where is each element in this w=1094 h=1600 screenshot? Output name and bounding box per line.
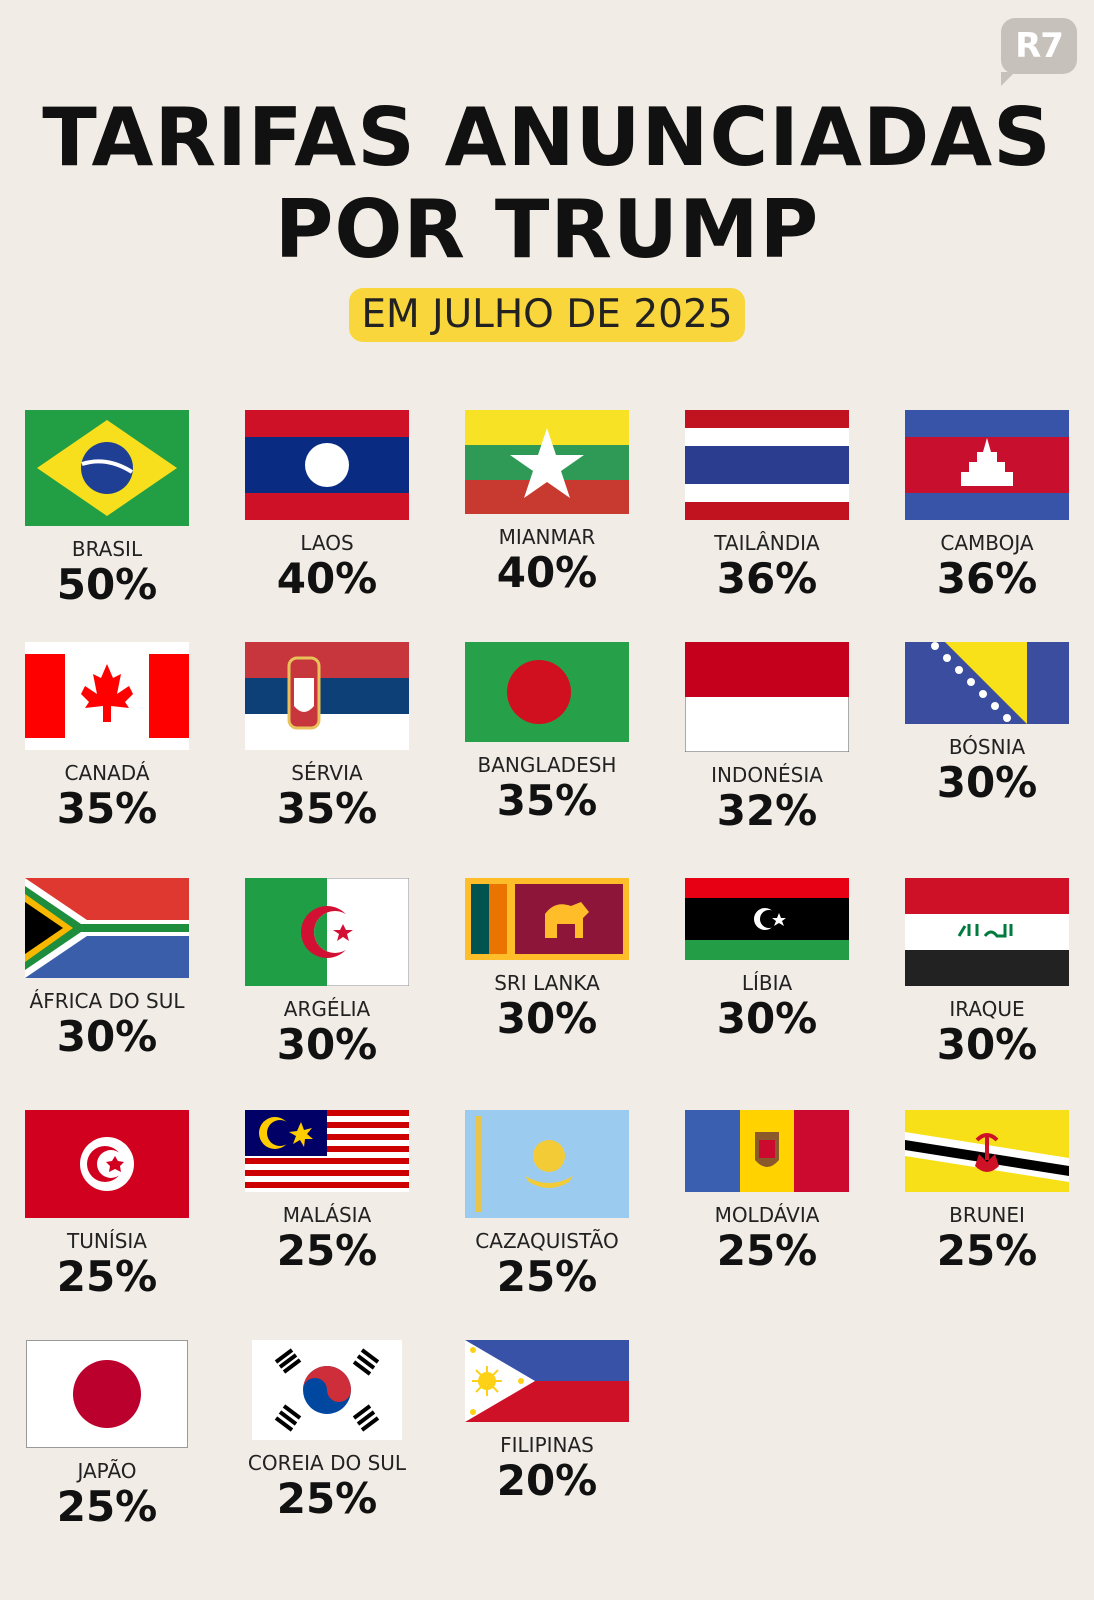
tariff-value: 25% — [936, 1226, 1038, 1275]
country-card: MIANMAR 40% — [447, 410, 647, 596]
subtitle-badge: EM JULHO DE 2025 — [349, 288, 745, 342]
country-card: LAOS 40% — [227, 410, 427, 602]
brunei-flag-icon — [905, 1110, 1069, 1192]
country-card: IRAQUE 30% — [887, 878, 1087, 1068]
country-card: LÍBIA 30% — [667, 878, 867, 1042]
brazil-flag-icon — [25, 410, 189, 526]
serbia-flag-icon — [245, 642, 409, 750]
title-line-1: TARIFAS ANUNCIADAS — [42, 91, 1052, 184]
country-card: BANGLADESH 35% — [447, 642, 647, 824]
tariff-value: 30% — [276, 1020, 378, 1069]
country-name: ARGÉLIA — [283, 997, 371, 1021]
country-card: JAPÃO 25% — [7, 1340, 207, 1530]
thailand-flag-icon — [685, 410, 849, 520]
country-name: IRAQUE — [949, 997, 1025, 1021]
tariff-value: 50% — [56, 560, 158, 609]
country-card: COREIA DO SUL 25% — [227, 1340, 427, 1522]
country-name: TAILÂNDIA — [714, 531, 820, 555]
bangladesh-flag-icon — [465, 642, 629, 742]
country-name: MIANMAR — [498, 525, 596, 549]
tariff-value: 40% — [496, 548, 598, 597]
country-card: TUNÍSIA 25% — [7, 1110, 207, 1300]
libya-flag-icon — [685, 878, 849, 960]
japan-flag-icon — [26, 1340, 188, 1448]
south-africa-flag-icon — [25, 878, 189, 978]
country-card: SÉRVIA 35% — [227, 642, 427, 832]
country-name: BÓSNIA — [948, 735, 1026, 759]
country-name: JAPÃO — [77, 1459, 137, 1483]
tariff-value: 25% — [716, 1226, 818, 1275]
tariff-value: 30% — [56, 1012, 158, 1061]
country-card: MALÁSIA 25% — [227, 1110, 427, 1274]
tariff-value: 20% — [496, 1456, 598, 1505]
country-name: CAMBOJA — [940, 531, 1034, 555]
indonesia-flag-icon — [685, 642, 849, 752]
tariff-value: 35% — [276, 784, 378, 833]
country-name: SÉRVIA — [291, 761, 363, 785]
tariff-value: 25% — [276, 1474, 378, 1523]
country-name: SRI LANKA — [494, 971, 600, 995]
bosnia-flag-icon — [905, 642, 1069, 724]
tariff-value: 36% — [936, 554, 1038, 603]
tariff-value: 30% — [936, 1020, 1038, 1069]
algeria-flag-icon — [245, 878, 409, 986]
country-name: BANGLADESH — [477, 753, 617, 777]
tariff-value: 36% — [716, 554, 818, 603]
title-line-2: POR TRUMP — [274, 183, 820, 276]
tariff-value: 25% — [276, 1226, 378, 1275]
country-name: CAZAQUISTÃO — [475, 1229, 619, 1253]
country-name: MALÁSIA — [282, 1203, 372, 1227]
country-card: TAILÂNDIA 36% — [667, 410, 867, 602]
country-name: TUNÍSIA — [67, 1229, 147, 1253]
country-card: MOLDÁVIA 25% — [667, 1110, 867, 1274]
subtitle-container: EM JULHO DE 2025 — [0, 288, 1094, 342]
tunisia-flag-icon — [25, 1110, 189, 1218]
country-name: COREIA DO SUL — [247, 1451, 407, 1475]
tariff-value: 40% — [276, 554, 378, 603]
country-card: ARGÉLIA 30% — [227, 878, 427, 1068]
tariff-value: 35% — [56, 784, 158, 833]
country-name: INDONÉSIA — [711, 763, 823, 787]
country-card: CAMBOJA 36% — [887, 410, 1087, 602]
country-card: SRI LANKA 30% — [447, 878, 647, 1042]
canada-flag-icon — [25, 642, 189, 750]
tariff-value: 35% — [496, 776, 598, 825]
philippines-flag-icon — [465, 1340, 629, 1422]
country-card: CANADÁ 35% — [7, 642, 207, 832]
page-title: TARIFAS ANUNCIADAS POR TRUMP — [0, 92, 1094, 276]
country-name: FILIPINAS — [500, 1433, 594, 1457]
tariff-value: 30% — [496, 994, 598, 1043]
country-name: LAOS — [300, 531, 354, 555]
country-card: INDONÉSIA 32% — [667, 642, 867, 834]
tariff-value: 25% — [56, 1482, 158, 1531]
laos-flag-icon — [245, 410, 409, 520]
sri-lanka-flag-icon — [465, 878, 629, 960]
moldova-flag-icon — [685, 1110, 849, 1192]
country-card: BÓSNIA 30% — [887, 642, 1087, 806]
kazakhstan-flag-icon — [465, 1110, 629, 1218]
tariff-value: 32% — [716, 786, 818, 835]
country-name: BRASIL — [71, 537, 143, 561]
country-name: MOLDÁVIA — [714, 1203, 820, 1227]
malaysia-flag-icon — [245, 1110, 409, 1192]
myanmar-flag-icon — [465, 410, 629, 514]
iraq-flag-icon — [905, 878, 1069, 986]
cambodia-flag-icon — [905, 410, 1069, 520]
country-name: ÁFRICA DO SUL — [29, 989, 185, 1013]
country-card: BRASIL 50% — [7, 410, 207, 608]
tariff-value: 30% — [936, 758, 1038, 807]
r7-logo: R7 — [1001, 18, 1077, 86]
country-card: ÁFRICA DO SUL 30% — [7, 878, 207, 1060]
south-korea-flag-icon — [252, 1340, 402, 1440]
tariff-value: 25% — [496, 1252, 598, 1301]
tariff-value: 25% — [56, 1252, 158, 1301]
country-name: BRUNEI — [949, 1203, 1025, 1227]
country-card: CAZAQUISTÃO 25% — [447, 1110, 647, 1300]
country-name: CANADÁ — [64, 761, 150, 785]
tariff-value: 30% — [716, 994, 818, 1043]
country-card: FILIPINAS 20% — [447, 1340, 647, 1504]
country-name: LÍBIA — [741, 971, 793, 995]
country-card: BRUNEI 25% — [887, 1110, 1087, 1274]
